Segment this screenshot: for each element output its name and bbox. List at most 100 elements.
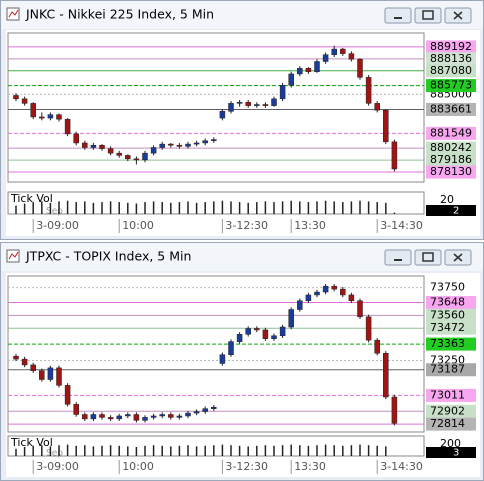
x-tick-label: 13:30	[294, 219, 326, 232]
price-label: 881549	[430, 126, 472, 139]
candle-body	[331, 285, 337, 290]
price-label: 885773	[430, 79, 472, 92]
candle-body	[288, 309, 294, 328]
price-label-bg	[426, 165, 476, 179]
candle-body	[73, 404, 79, 415]
candle-body	[21, 358, 28, 366]
price-label: 888136	[430, 52, 472, 65]
volume-last: 3	[453, 448, 459, 459]
candle-body	[348, 294, 355, 302]
candle-body	[297, 300, 303, 310]
candle-body	[297, 68, 303, 75]
price-label-bg	[426, 40, 476, 54]
candle-body	[13, 95, 19, 100]
price-label-bg	[426, 79, 476, 93]
candle-body	[150, 147, 157, 154]
volume-panel	[7, 191, 425, 215]
price-label-bg	[426, 126, 476, 140]
plot-area	[7, 32, 425, 183]
volume-last-bg	[426, 447, 476, 458]
volume-panel	[7, 435, 425, 457]
icon	[453, 11, 463, 20]
x-tick-label: 3-14:30	[380, 460, 423, 473]
candle-body	[383, 353, 389, 398]
candle-body	[236, 334, 243, 342]
candle-body	[211, 139, 217, 141]
price-label-bg	[426, 296, 476, 310]
candle-body	[133, 414, 140, 421]
candle-body	[279, 326, 286, 337]
price-label-bg	[426, 363, 476, 377]
x-tick-label: 13:30	[294, 460, 326, 473]
candle-body	[39, 370, 45, 380]
candle-body	[185, 143, 191, 147]
minimize-button[interactable]	[384, 7, 412, 24]
candle-body	[236, 101, 243, 104]
candle-body	[254, 104, 260, 106]
price-label: 889192	[430, 40, 472, 53]
y-tick-label: 73750	[430, 281, 465, 294]
candle-body	[219, 354, 226, 364]
candle-body	[340, 288, 346, 296]
candle-body	[288, 73, 294, 86]
price-label-bg	[426, 308, 476, 322]
candle-body	[391, 396, 398, 424]
candle-body	[13, 355, 19, 360]
window-icon	[6, 7, 20, 21]
candle-body	[30, 103, 36, 118]
candle-body	[107, 148, 114, 154]
price-label-bg	[426, 102, 476, 116]
candle-body	[116, 152, 122, 156]
volume-tick-label: 200	[440, 437, 461, 450]
candle-body	[202, 140, 208, 144]
candle-body	[262, 104, 269, 106]
minimize-button[interactable]	[384, 249, 412, 266]
price-label: 73363	[430, 337, 465, 350]
candle-body	[374, 339, 380, 354]
candle-body	[219, 111, 226, 119]
price-label: 879186	[430, 153, 472, 166]
volume-sublabel: Sep	[46, 449, 63, 459]
candle-body	[30, 364, 36, 372]
icon	[422, 252, 434, 262]
candle-body	[56, 367, 62, 386]
candle-body	[211, 406, 217, 409]
price-label: 878130	[430, 165, 472, 178]
x-tick-label: 3-09:00	[36, 460, 79, 473]
price-label-bg	[426, 141, 476, 155]
x-tick-label: 10:00	[122, 219, 154, 232]
restore-button[interactable]	[414, 249, 442, 266]
candle-body	[125, 414, 131, 417]
candle-body	[159, 414, 165, 417]
candle-body	[305, 68, 312, 72]
x-tick-label: 10:00	[122, 460, 154, 473]
candle-body	[142, 152, 148, 161]
price-label: 73472	[430, 321, 465, 334]
candle-body	[348, 53, 355, 60]
candle-body	[374, 103, 380, 111]
candle-body	[176, 144, 183, 147]
candle-body	[322, 54, 329, 62]
candle-body	[365, 77, 372, 104]
candle-body	[271, 98, 277, 106]
price-label-bg	[426, 388, 476, 402]
candle-body	[202, 408, 208, 412]
candle-body	[383, 109, 389, 143]
price-label-bg	[426, 404, 476, 418]
candle-body	[245, 328, 251, 335]
icon	[394, 17, 402, 19]
candle-body	[185, 412, 191, 417]
candle-body	[168, 143, 174, 146]
candle-body	[168, 414, 174, 418]
x-tick-label: 3-14:30	[380, 219, 423, 232]
candle-body	[279, 85, 286, 100]
window-title: JNKC - Nikkei 225 Index, 5 Min	[25, 7, 214, 22]
candle-body	[150, 415, 157, 418]
restore-button[interactable]	[414, 7, 442, 24]
price-label: 72814	[430, 417, 465, 430]
price-label: 880242	[430, 141, 472, 154]
price-label: 73187	[430, 363, 465, 376]
price-label: 883661	[430, 102, 472, 115]
